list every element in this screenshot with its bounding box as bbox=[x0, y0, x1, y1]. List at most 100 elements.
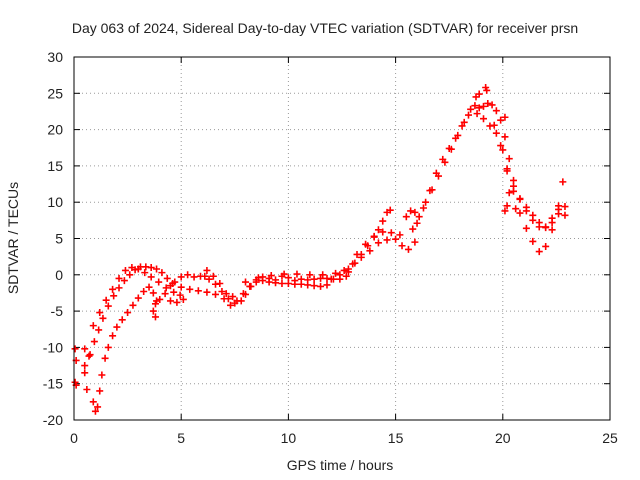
data-point bbox=[284, 274, 292, 282]
data-point bbox=[209, 272, 217, 280]
data-point bbox=[407, 207, 415, 215]
data-point bbox=[141, 269, 149, 277]
x-tick-label: 10 bbox=[281, 430, 297, 446]
y-tick-label: 0 bbox=[55, 267, 63, 283]
data-point bbox=[242, 278, 250, 286]
data-point bbox=[497, 142, 505, 150]
data-point bbox=[280, 270, 288, 278]
data-point bbox=[89, 322, 97, 330]
data-point bbox=[402, 213, 410, 221]
data-point bbox=[252, 278, 260, 286]
data-point bbox=[516, 195, 524, 203]
y-axis-label: SDTVAR / TECUs bbox=[5, 182, 21, 294]
data-point bbox=[86, 351, 94, 359]
data-point bbox=[483, 86, 491, 94]
grid-lines bbox=[74, 57, 610, 420]
data-point bbox=[471, 102, 479, 110]
data-point bbox=[362, 240, 370, 248]
data-point bbox=[366, 247, 374, 255]
data-point bbox=[370, 232, 378, 240]
data-point bbox=[561, 203, 569, 211]
data-point bbox=[535, 248, 543, 256]
data-point bbox=[90, 338, 98, 346]
y-tick-label: 25 bbox=[47, 85, 63, 101]
data-point bbox=[467, 105, 475, 113]
axis-ticks: 0 5 10 15 20 25 -20 -15 -10 -5 0 5 10 15 20 25 30 bbox=[43, 49, 618, 446]
data-point bbox=[488, 101, 496, 109]
data-point bbox=[170, 288, 178, 296]
data-point bbox=[317, 282, 325, 290]
data-point bbox=[432, 169, 440, 177]
data-point bbox=[522, 224, 530, 232]
data-point bbox=[319, 271, 327, 279]
data-point bbox=[113, 323, 121, 331]
data-point bbox=[205, 275, 213, 283]
data-point bbox=[297, 275, 305, 283]
data-point bbox=[419, 204, 427, 212]
data-point bbox=[529, 237, 537, 245]
data-point bbox=[102, 296, 110, 304]
data-point bbox=[203, 288, 211, 296]
data-point bbox=[374, 239, 382, 247]
data-point bbox=[104, 343, 112, 351]
data-point bbox=[458, 122, 466, 130]
data-point bbox=[492, 107, 500, 115]
y-tick-label: -20 bbox=[43, 412, 63, 428]
data-point bbox=[101, 354, 109, 362]
data-point bbox=[81, 362, 89, 370]
data-point bbox=[398, 242, 406, 250]
data-point bbox=[186, 285, 194, 293]
data-point bbox=[310, 275, 318, 283]
data-point bbox=[516, 209, 524, 217]
data-point bbox=[473, 110, 481, 118]
data-point bbox=[147, 264, 155, 272]
data-point bbox=[396, 231, 404, 239]
data-point bbox=[203, 266, 211, 274]
data-point bbox=[246, 282, 254, 290]
data-point bbox=[480, 102, 488, 110]
x-tick-label: 15 bbox=[388, 430, 404, 446]
data-point bbox=[149, 307, 157, 315]
data-point bbox=[492, 129, 500, 137]
data-point bbox=[291, 277, 299, 285]
data-point bbox=[555, 205, 563, 213]
x-tick-label: 0 bbox=[70, 430, 78, 446]
data-point bbox=[115, 274, 123, 282]
data-point bbox=[118, 316, 126, 324]
data-point bbox=[353, 250, 361, 258]
data-point bbox=[134, 294, 142, 302]
data-point bbox=[501, 113, 509, 121]
data-point bbox=[357, 253, 365, 261]
data-point bbox=[336, 271, 344, 279]
data-point bbox=[411, 208, 419, 216]
data-point bbox=[95, 326, 103, 334]
data-point bbox=[415, 213, 423, 221]
data-point bbox=[220, 295, 228, 303]
data-point bbox=[327, 275, 335, 283]
data-point bbox=[490, 121, 498, 129]
data-point bbox=[293, 270, 301, 278]
data-point bbox=[158, 269, 166, 277]
y-tick-label: 20 bbox=[47, 122, 63, 138]
data-point bbox=[177, 273, 185, 281]
data-point bbox=[460, 118, 468, 126]
data-point bbox=[233, 297, 241, 305]
data-point bbox=[161, 290, 169, 298]
y-tick-label: 30 bbox=[47, 49, 63, 65]
data-point bbox=[542, 224, 550, 232]
data-point bbox=[306, 271, 314, 279]
data-point bbox=[85, 352, 93, 360]
data-point bbox=[349, 260, 357, 268]
data-point bbox=[156, 295, 164, 303]
data-point bbox=[89, 398, 97, 406]
data-point bbox=[475, 90, 483, 98]
data-point bbox=[124, 309, 132, 317]
data-point bbox=[239, 290, 247, 298]
data-point bbox=[452, 134, 460, 142]
data-point bbox=[98, 371, 106, 379]
data-point bbox=[411, 238, 419, 246]
data-point bbox=[542, 242, 550, 250]
data-point bbox=[179, 295, 187, 303]
data-point bbox=[109, 285, 117, 293]
data-point bbox=[81, 345, 89, 353]
